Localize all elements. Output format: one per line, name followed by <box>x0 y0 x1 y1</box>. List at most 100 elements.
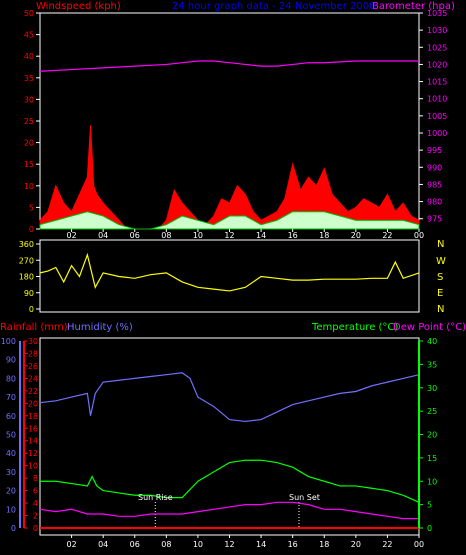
rainfall-tick-label: 24 <box>28 374 38 383</box>
wind-x-tick-label: 22 <box>382 231 392 240</box>
direction-series-layer <box>39 252 420 292</box>
direction-tick-label: 270 <box>19 256 34 265</box>
wind-x-tick-label: 06 <box>130 231 140 240</box>
rainfall-tick-label: 20 <box>28 399 38 408</box>
temp-series-layer <box>39 372 420 529</box>
direction-tick-label: 90 <box>24 289 34 298</box>
wind-x-tick-label: 08 <box>161 231 171 240</box>
dew-point-line <box>39 501 419 520</box>
wind-tick-label: 45 <box>24 31 34 40</box>
rainfall-tick-label: 30 <box>28 337 38 346</box>
wind-gust-area <box>39 125 420 230</box>
wind-x-tick-label: 12 <box>224 231 234 240</box>
direction-tick-label: 360 <box>19 240 34 249</box>
rainfall-tick-label: 14 <box>28 437 38 446</box>
wind-x-tick-label: 16 <box>288 231 298 240</box>
wind-x-tick-label: 14 <box>256 231 266 240</box>
wind-tick-label: 50 <box>24 9 34 18</box>
humidity-tick-label: 70 <box>6 393 16 402</box>
direction-tick-label: 0 <box>29 305 34 314</box>
barometer-tick-label: 990 <box>427 163 442 172</box>
sun-rise-label: Sun Rise <box>138 493 173 502</box>
temp-x-tick-label: 02 <box>66 540 76 549</box>
rainfall-tick-label: 18 <box>28 412 38 421</box>
humidity-tick-label: 10 <box>6 505 16 514</box>
humidity-tick-label: 90 <box>6 356 16 365</box>
direction-letter-w: W <box>436 256 446 267</box>
rainfall-tick-label: 8 <box>33 474 38 483</box>
dew-point-axis-title: Dew Point (°C) <box>393 322 466 333</box>
temperature-tick-label: 30 <box>427 384 437 393</box>
temp-x-tick-label: 12 <box>224 540 234 549</box>
humidity-tick-label: 80 <box>6 374 16 383</box>
wind-x-tick-label: 18 <box>319 231 329 240</box>
wind-x-tick-label: 00 <box>414 231 424 240</box>
temperature-axis-title: Temperature (°C) <box>311 322 398 333</box>
wind-x-tick-label: 10 <box>193 231 203 240</box>
rainfall-tick-label: 26 <box>28 362 38 371</box>
rainfall-tick-label: 4 <box>33 499 38 508</box>
direction-tick-label: 180 <box>19 273 34 282</box>
temperature-tick-label: 5 <box>427 501 432 510</box>
barometer-tick-label: 1025 <box>427 43 447 52</box>
direction-letter-e: E <box>437 288 443 299</box>
wind-x-tick-label: 20 <box>351 231 361 240</box>
direction-letter-s: S <box>437 272 443 283</box>
wind-average-area <box>39 211 420 230</box>
wind-x-tick-label: 04 <box>98 231 108 240</box>
rainfall-tick-label: 16 <box>28 424 38 433</box>
humidity-tick-label: 60 <box>6 412 16 421</box>
barometer-tick-label: 1020 <box>427 60 447 69</box>
wind-tick-label: 35 <box>24 74 34 83</box>
temp-x-tick-label: 06 <box>130 540 140 549</box>
temperature-tick-label: 0 <box>427 524 432 533</box>
rainfall-tick-label: 10 <box>28 462 38 471</box>
temperature-tick-label: 20 <box>427 431 437 440</box>
rainfall-tick-label: 2 <box>33 512 38 521</box>
temperature-tick-label: 35 <box>427 360 437 369</box>
barometer-axis-title: Barometer (hpa) <box>372 1 455 12</box>
wind-tick-label: 10 <box>24 182 34 191</box>
direction-panel-frame <box>39 239 420 313</box>
sun-set-label: Sun Set <box>289 493 320 502</box>
rainfall-tick-label: 22 <box>28 387 38 396</box>
barometer-tick-label: 1015 <box>427 78 447 87</box>
rainfall-axis-title: Rainfall (mm) <box>0 322 68 333</box>
barometer-tick-label: 1005 <box>427 112 447 121</box>
wind-x-tick-label: 02 <box>66 231 76 240</box>
barometer-tick-label: 995 <box>427 146 442 155</box>
humidity-tick-label: 50 <box>6 431 16 440</box>
barometer-tick-label: 980 <box>427 198 442 207</box>
rainfall-tick-label: 0 <box>33 524 38 533</box>
humidity-axis-title: Humidity (%) <box>67 322 133 333</box>
wind-tick-label: 30 <box>24 95 34 104</box>
temperature-tick-label: 15 <box>427 454 437 463</box>
temp-x-tick-label: 00 <box>414 540 424 549</box>
temp-x-tick-label: 16 <box>288 540 298 549</box>
windspeed-axis-title: Windspeed (kph) <box>36 1 121 12</box>
barometer-line <box>39 60 419 72</box>
temperature-tick-label: 25 <box>427 407 437 416</box>
humidity-tick-label: 40 <box>6 449 16 458</box>
axes-layer: 0510152025303540455097598098599099510001… <box>1 9 448 549</box>
barometer-tick-label: 1035 <box>427 9 447 18</box>
wind-tick-label: 15 <box>24 160 34 169</box>
direction-letter-n-top: N <box>437 239 444 250</box>
barometer-tick-label: 985 <box>427 180 442 189</box>
chart-title: 24 hour graph data - 24 November 2008 <box>172 1 375 12</box>
temp-panel-frame <box>39 337 420 536</box>
temp-x-tick-label: 20 <box>351 540 361 549</box>
wind-series-layer <box>39 60 420 230</box>
wind-direction-line <box>39 252 420 292</box>
barometer-tick-label: 1010 <box>427 95 447 104</box>
barometer-tick-label: 975 <box>427 215 442 224</box>
temperature-tick-label: 40 <box>427 337 437 346</box>
temp-x-tick-label: 18 <box>319 540 329 549</box>
temp-x-tick-label: 04 <box>98 540 108 549</box>
rainfall-tick-label: 12 <box>28 449 38 458</box>
temp-x-tick-label: 08 <box>161 540 171 549</box>
barometer-tick-label: 1000 <box>427 129 447 138</box>
humidity-tick-label: 30 <box>6 468 16 477</box>
humidity-tick-label: 20 <box>6 487 16 496</box>
